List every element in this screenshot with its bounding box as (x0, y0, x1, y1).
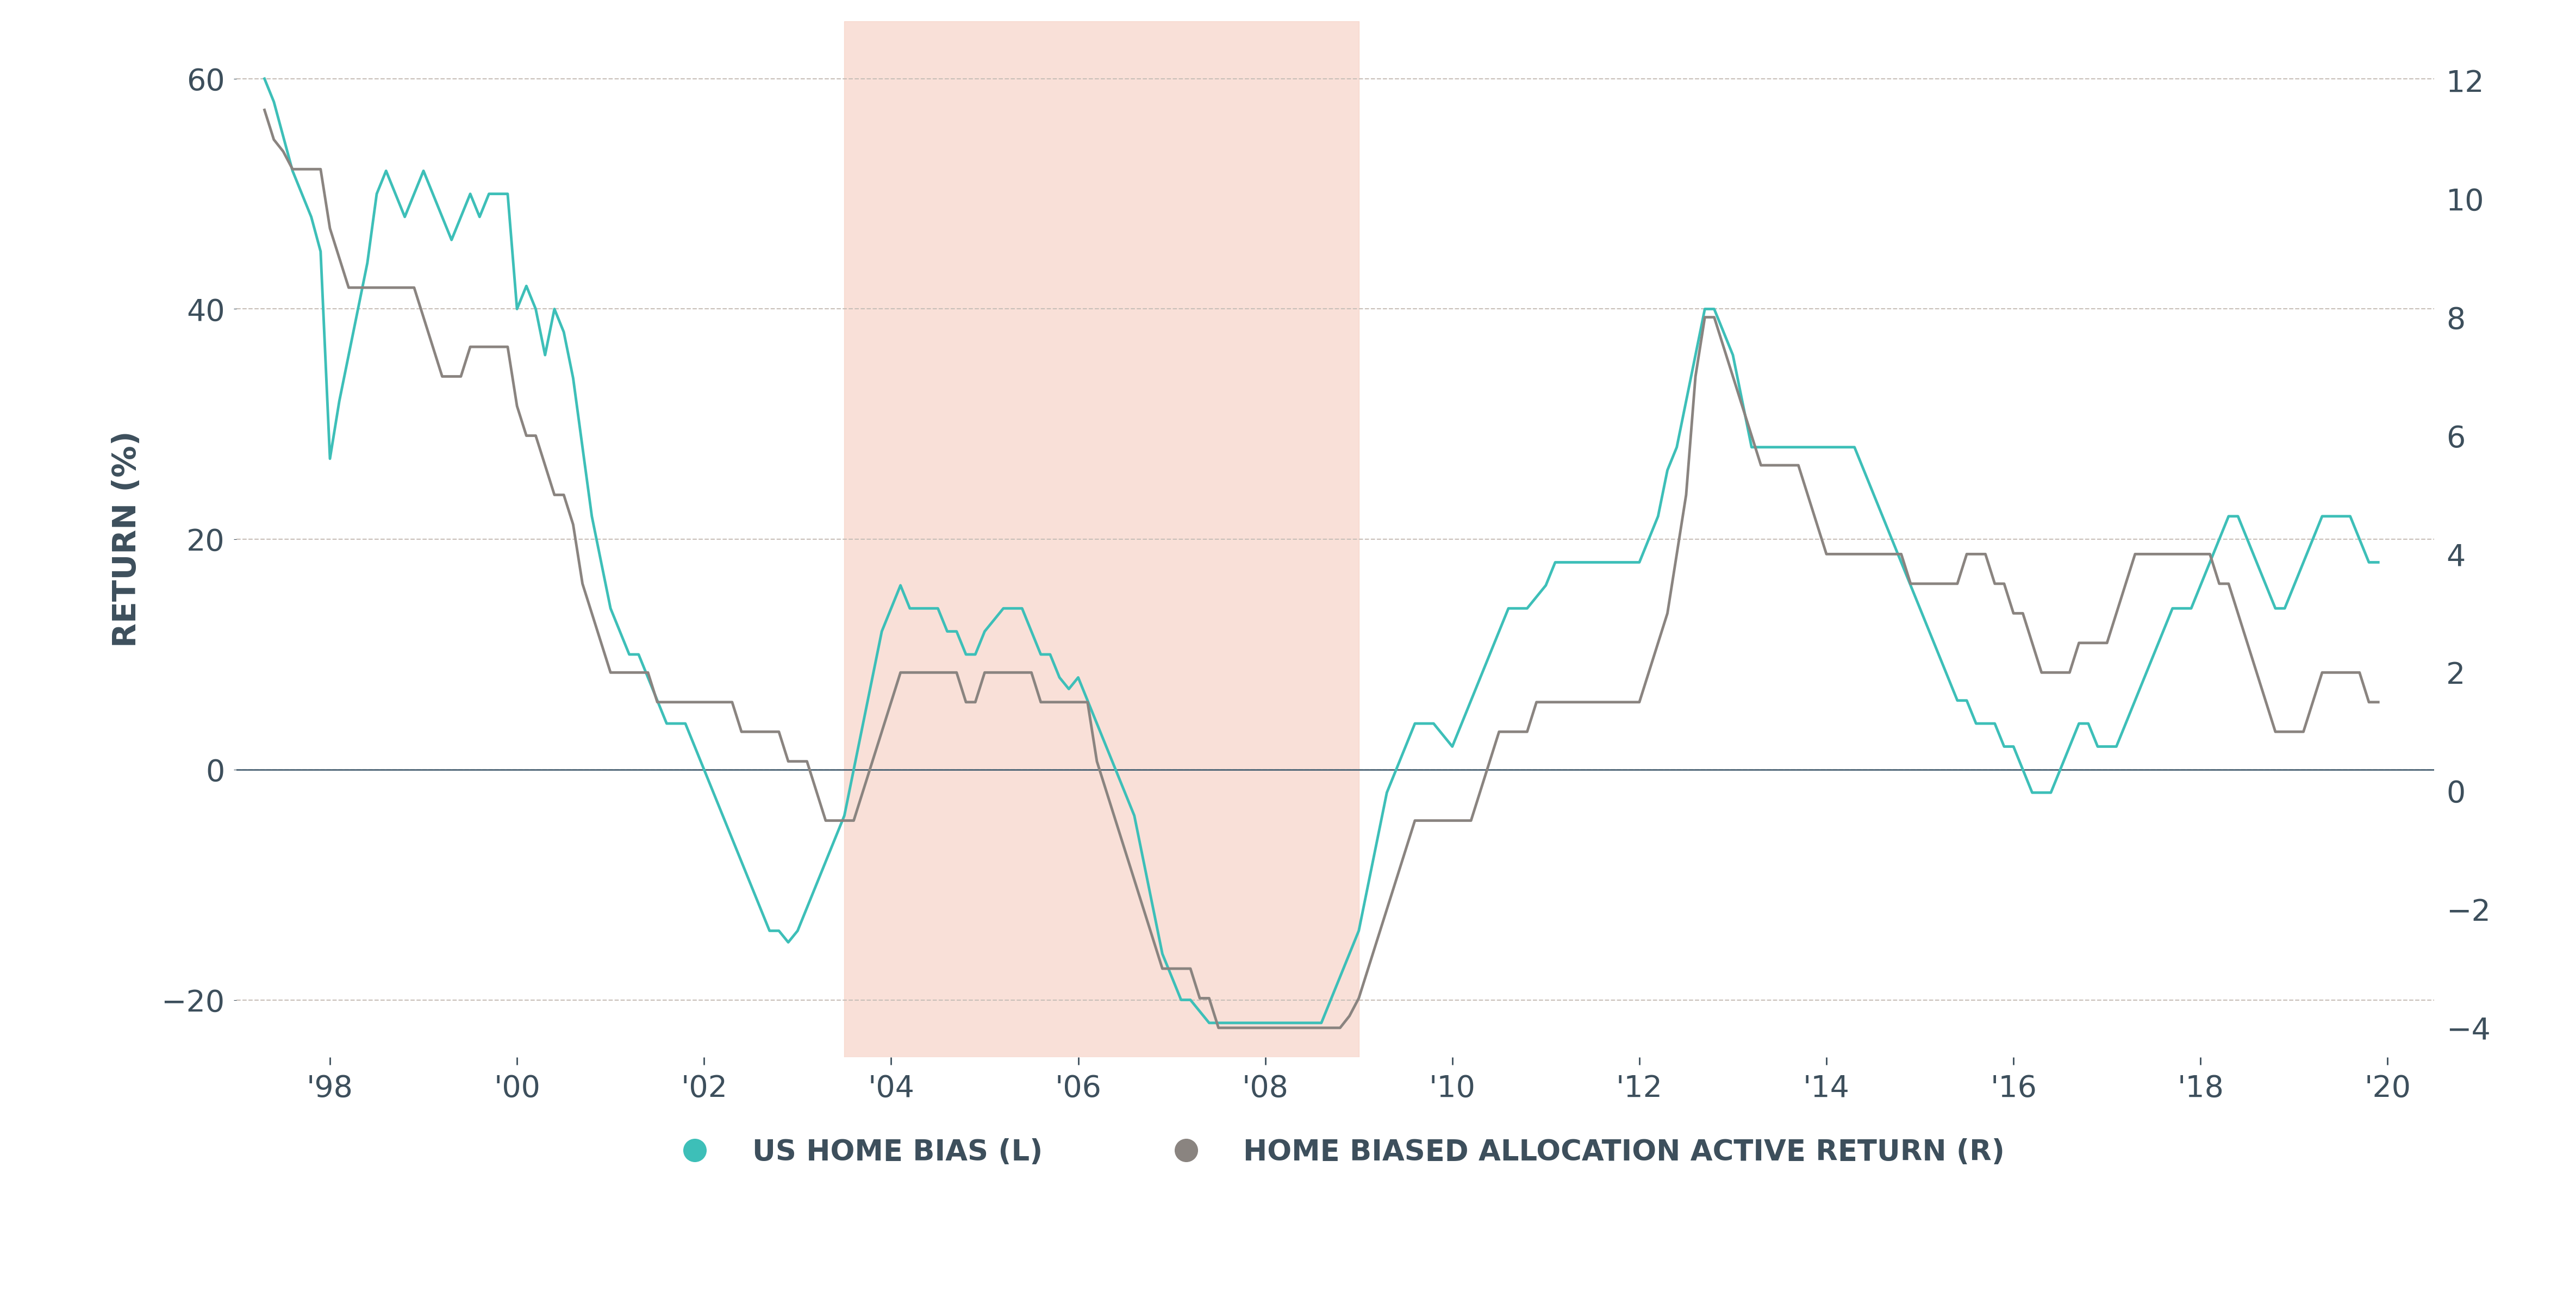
Legend: US HOME BIAS (L), HOME BIASED ALLOCATION ACTIVE RETURN (R): US HOME BIAS (L), HOME BIASED ALLOCATION… (654, 1127, 2017, 1177)
Bar (845, 21, 1358, 1058)
Y-axis label: RETURN (%): RETURN (%) (111, 431, 142, 648)
